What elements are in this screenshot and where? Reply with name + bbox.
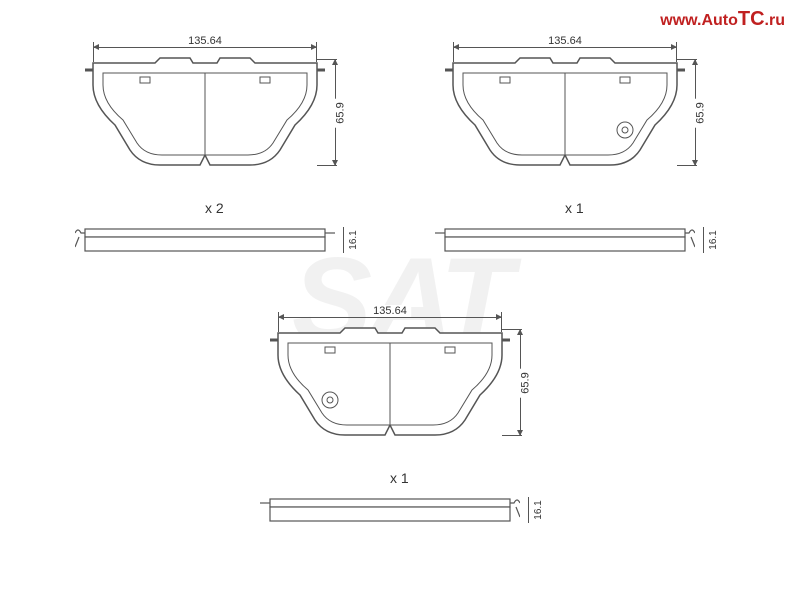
pad-view-1-side: 16.1	[75, 225, 335, 255]
pad-view-2-front: 135.64 65.9	[445, 55, 685, 170]
dimension-thickness: 16.1	[695, 225, 715, 255]
pad-view-3-side: 16.1	[260, 495, 520, 525]
dim-thickness-label: 16.1	[533, 500, 544, 519]
brake-pad-side-svg	[75, 225, 335, 255]
pad-view-1-front: 135.64 65.9	[85, 55, 325, 170]
dimension-height: 65.9	[685, 55, 707, 170]
quantity-label-3: x 1	[390, 470, 409, 486]
dim-thickness-label: 16.1	[708, 230, 719, 249]
quantity-label-2: x 1	[565, 200, 584, 216]
brake-pad-side-svg	[260, 495, 520, 525]
dimension-width: 135.64	[270, 307, 510, 325]
dim-height-label: 65.9	[694, 98, 706, 127]
dim-height-label: 65.9	[334, 98, 346, 127]
dim-height-label: 65.9	[519, 368, 531, 397]
brake-pad-front-svg	[445, 55, 685, 170]
brake-pad-side-svg	[435, 225, 695, 255]
dim-width-label: 135.64	[369, 305, 411, 317]
dimension-height: 65.9	[325, 55, 347, 170]
dimension-width: 135.64	[85, 37, 325, 55]
dimension-thickness: 16.1	[335, 225, 355, 255]
dim-thickness-label: 16.1	[348, 230, 359, 249]
brake-pad-front-svg	[270, 325, 510, 440]
pad-view-3-front: 135.64 65.9	[270, 325, 510, 440]
brake-pad-front-svg	[85, 55, 325, 170]
quantity-label-1: x 2	[205, 200, 224, 216]
dimension-height: 65.9	[510, 325, 532, 440]
pad-view-2-side: 16.1	[435, 225, 695, 255]
dimension-width: 135.64	[445, 37, 685, 55]
dim-width-label: 135.64	[544, 35, 586, 47]
dim-width-label: 135.64	[184, 35, 226, 47]
dimension-thickness: 16.1	[520, 495, 540, 525]
source-url: www.AutoTC.ru	[660, 8, 785, 31]
